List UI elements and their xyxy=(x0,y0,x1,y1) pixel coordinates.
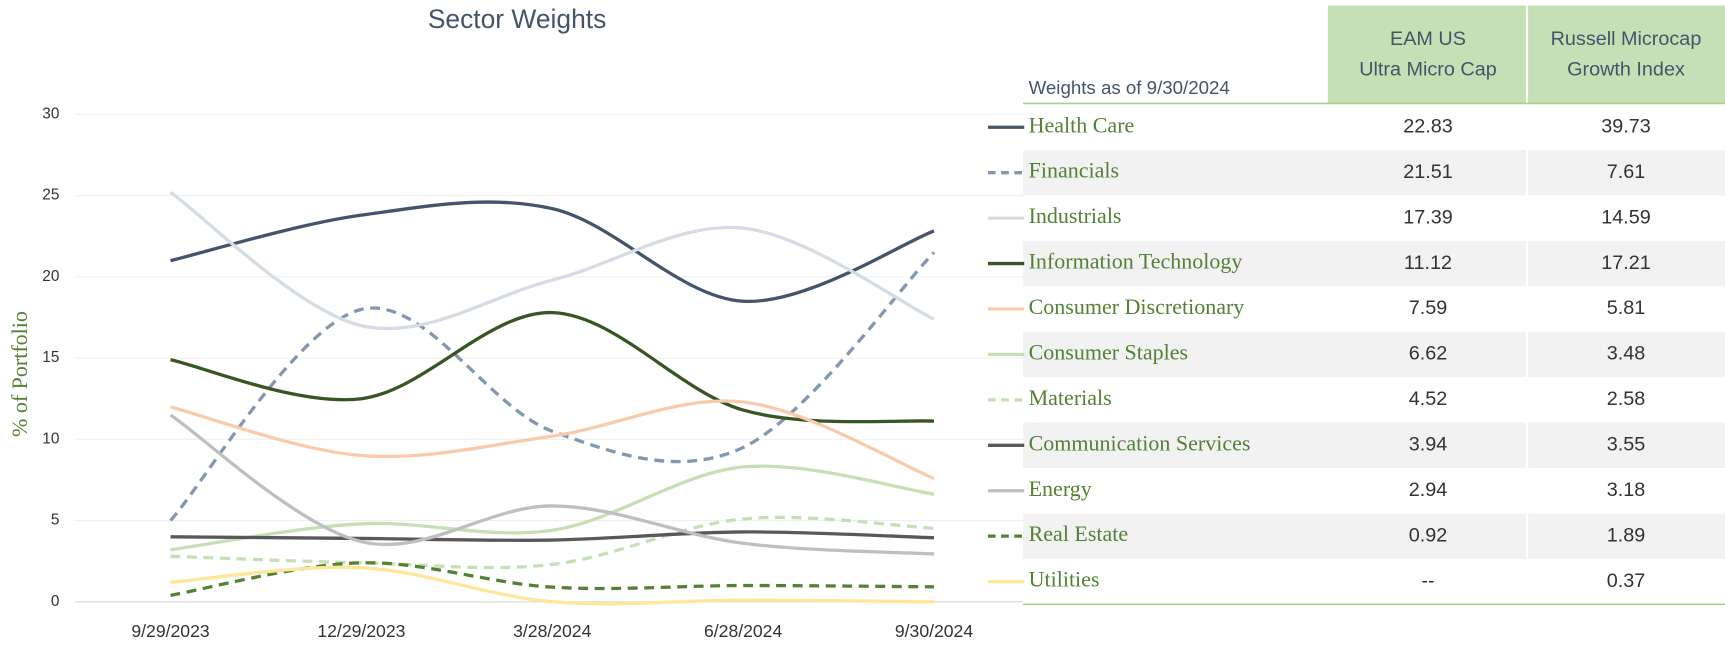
y-tick-label: 10 xyxy=(42,430,59,447)
row-bg xyxy=(1023,331,1725,378)
legend-label: Consumer Staples xyxy=(1029,339,1189,364)
table-cell: 7.59 xyxy=(1409,297,1448,319)
series-line xyxy=(170,200,935,303)
table-cell: 21.51 xyxy=(1403,161,1453,183)
y-tick-label: 5 xyxy=(51,512,60,529)
table-cell: 6.62 xyxy=(1409,343,1448,365)
table-cell: 0.37 xyxy=(1607,570,1646,592)
row-bg xyxy=(1023,240,1725,287)
table-cell: 3.18 xyxy=(1607,479,1646,501)
table-cell: 22.83 xyxy=(1403,115,1453,137)
legend-label: Industrials xyxy=(1029,203,1122,228)
series-line xyxy=(169,413,935,556)
x-tick-label: 9/30/2024 xyxy=(895,621,973,641)
y-tick-label: 0 xyxy=(51,593,60,610)
table-cell: 2.58 xyxy=(1607,388,1646,410)
table-cell: -- xyxy=(1421,570,1434,592)
table-cell: 0.92 xyxy=(1409,524,1448,546)
series-line xyxy=(170,464,935,552)
series-line xyxy=(170,399,935,481)
table-caption: Weights as of 9/30/2024 xyxy=(1029,77,1230,98)
y-tick-label: 30 xyxy=(42,105,59,122)
legend-label: Energy xyxy=(1029,476,1092,501)
table-cell: 17.39 xyxy=(1403,206,1453,228)
table-cell: 3.48 xyxy=(1607,343,1646,365)
series-line xyxy=(170,515,935,570)
series-line xyxy=(169,191,935,331)
x-tick-label: 12/29/2023 xyxy=(317,621,405,641)
table-cell: 7.61 xyxy=(1607,161,1646,183)
x-tick-label: 3/28/2024 xyxy=(513,621,591,641)
y-tick-label: 25 xyxy=(42,187,59,204)
legend-label: Materials xyxy=(1029,385,1112,410)
legend-label: Utilities xyxy=(1029,567,1100,592)
x-tick-label: 9/29/2023 xyxy=(131,621,209,641)
legend-label: Consumer Discretionary xyxy=(1029,294,1245,319)
legend-label: Information Technology xyxy=(1029,249,1243,274)
column-header: Growth Index xyxy=(1567,59,1685,81)
legend-label: Health Care xyxy=(1029,112,1135,137)
row-bg xyxy=(1023,422,1725,469)
y-tick-label: 20 xyxy=(42,268,59,285)
table-cell: 3.55 xyxy=(1607,434,1646,456)
table-cell: 14.59 xyxy=(1601,206,1651,228)
table-cell: 39.73 xyxy=(1601,115,1651,137)
column-header: Russell Microcap xyxy=(1551,28,1702,50)
y-tick-label: 15 xyxy=(42,349,59,366)
legend-label: Financials xyxy=(1029,158,1119,183)
table-cell: 17.21 xyxy=(1601,252,1651,274)
column-header: EAM US xyxy=(1390,28,1466,50)
table-cell: 11.12 xyxy=(1404,252,1452,274)
x-tick-label: 6/28/2024 xyxy=(704,621,782,641)
legend-label: Communication Services xyxy=(1029,430,1251,455)
series-line xyxy=(170,561,935,597)
row-bg xyxy=(1023,149,1725,196)
legend-label: Real Estate xyxy=(1029,521,1129,546)
table-cell: 3.94 xyxy=(1409,434,1448,456)
table-cell: 1.89 xyxy=(1607,524,1646,546)
chart-title: Sector Weights xyxy=(428,4,606,34)
series-line xyxy=(170,530,935,542)
table-cell: 5.81 xyxy=(1607,297,1646,319)
table-cell: 2.94 xyxy=(1409,479,1448,501)
series-line xyxy=(169,251,936,522)
series-line xyxy=(170,565,935,606)
row-bg xyxy=(1023,513,1725,559)
column-header: Ultra Micro Cap xyxy=(1359,59,1497,81)
series-line xyxy=(170,310,935,424)
y-axis-label: % of Portfolio xyxy=(7,311,32,437)
table-cell: 4.52 xyxy=(1409,388,1448,410)
